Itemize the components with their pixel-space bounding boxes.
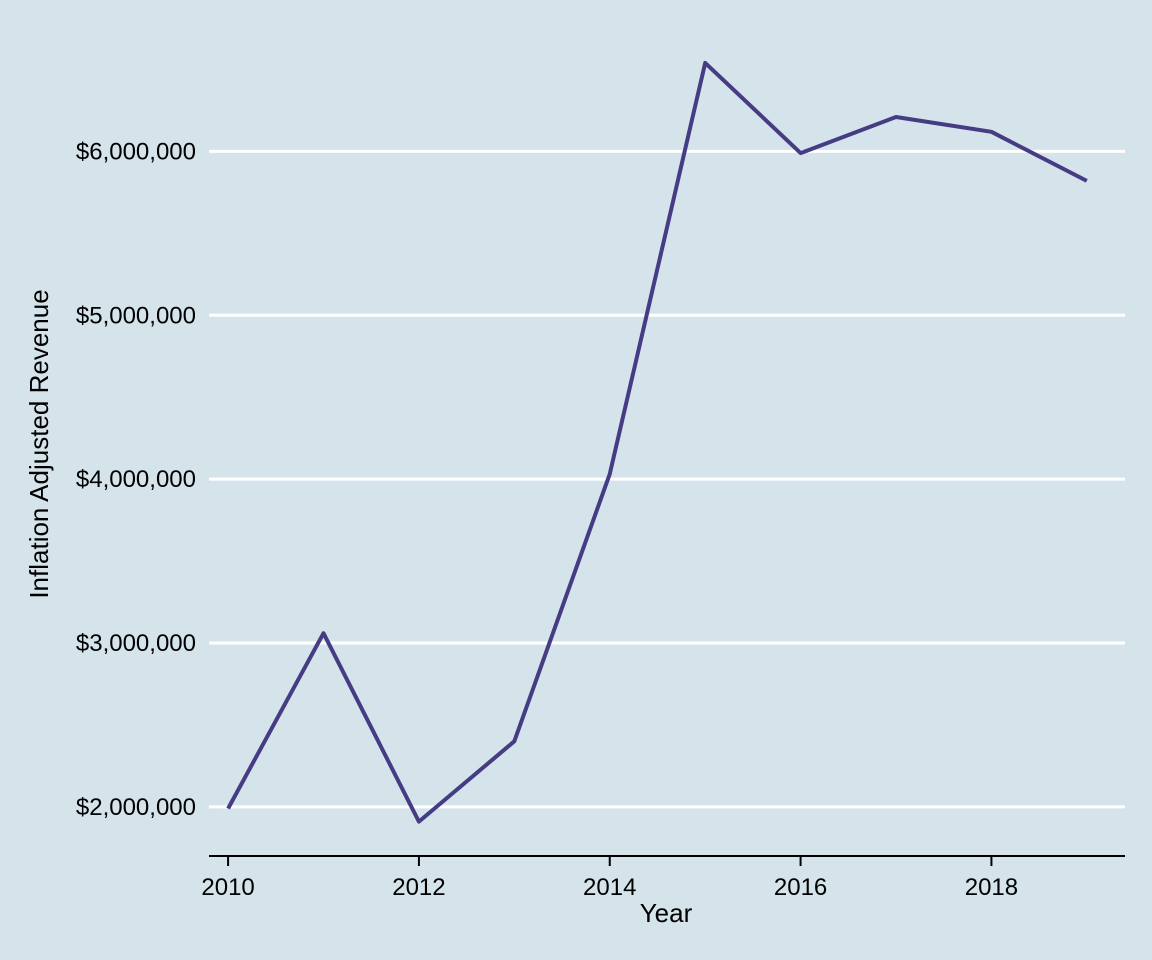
x-tick-label: 2018 [965,874,1018,901]
x-tick-label: 2010 [201,874,254,901]
x-tick-label: 2014 [583,874,636,901]
y-tick-label: $3,000,000 [76,630,196,657]
x-axis: 2010 2012 2014 2016 2018 [201,855,1125,901]
x-axis-title: Year [640,898,693,928]
x-tick-label: 2012 [392,874,445,901]
gridlines [209,149,1125,809]
y-tick-label: $6,000,000 [76,138,196,165]
revenue-series-line [226,60,1088,824]
y-axis-title: Inflation Adjusted Revenue [24,289,54,598]
y-tick-label: $2,000,000 [76,794,196,821]
y-tick-label: $4,000,000 [76,466,196,493]
y-axis-ticks: $2,000,000 $3,000,000 $4,000,000 $5,000,000… [76,138,196,820]
x-tick-label: 2016 [774,874,827,901]
y-tick-label: $5,000,000 [76,302,196,329]
series-group [226,60,1088,824]
